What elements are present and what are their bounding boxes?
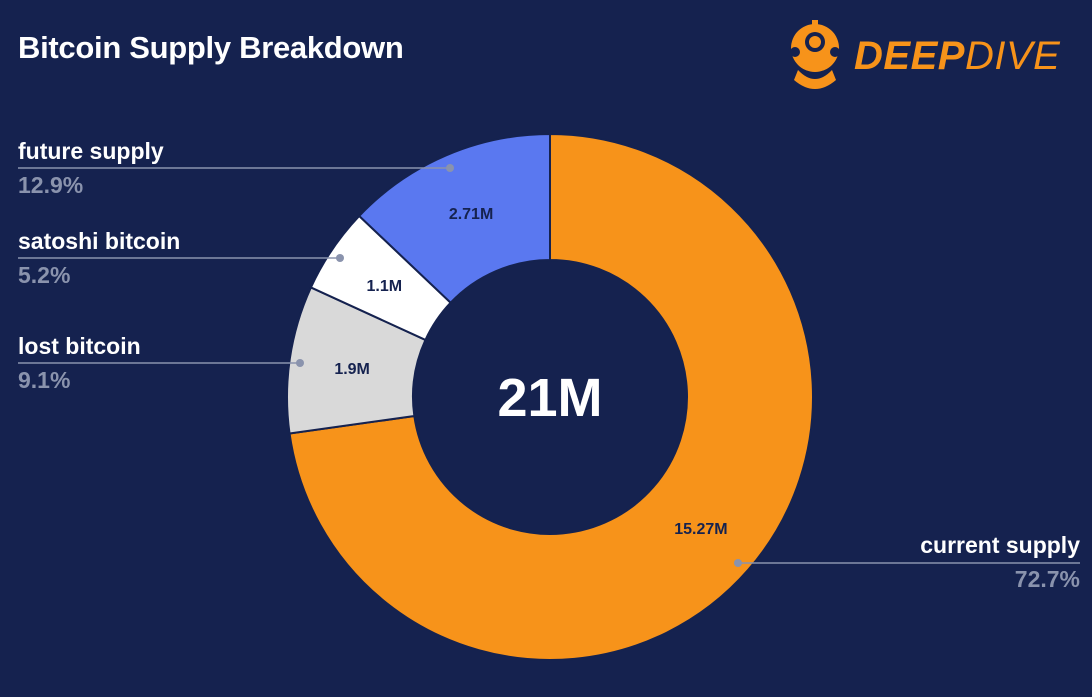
logo-word-dive: DIVE bbox=[964, 34, 1061, 78]
legend-label-current-supply: current supply bbox=[920, 532, 1080, 558]
diver-helmet-icon bbox=[790, 20, 840, 89]
value-label-future-supply: 2.71M bbox=[449, 206, 493, 223]
leader-dot-lost-bitcoin bbox=[296, 359, 304, 367]
value-label-current-supply: 15.27M bbox=[674, 521, 727, 538]
center-total-label: 21M bbox=[497, 368, 602, 428]
leader-dot-satoshi-bitcoin bbox=[336, 254, 344, 262]
value-label-lost-bitcoin: 1.9M bbox=[334, 361, 370, 378]
legend-label-satoshi-bitcoin: satoshi bitcoin bbox=[18, 228, 181, 254]
legend-percent-current-supply: 72.7% bbox=[1014, 566, 1080, 592]
logo-wordmark: DEEPDIVE bbox=[854, 34, 1060, 79]
legend-label-lost-bitcoin: lost bitcoin bbox=[18, 333, 141, 359]
legend-percent-lost-bitcoin: 9.1% bbox=[18, 367, 71, 393]
slice-current-supply bbox=[288, 132, 814, 661]
legend-percent-future-supply: 12.9% bbox=[18, 172, 84, 198]
chart-title: Bitcoin Supply Breakdown bbox=[18, 30, 404, 65]
deepdive-logo: DEEPDIVE bbox=[782, 18, 1082, 96]
legend-percent-satoshi-bitcoin: 5.2% bbox=[18, 262, 71, 288]
legend-label-future-supply: future supply bbox=[18, 138, 164, 164]
leader-dot-future-supply bbox=[446, 164, 454, 172]
leader-dot-current-supply bbox=[734, 559, 742, 567]
logo-word-deep: DEEP bbox=[854, 34, 965, 78]
slice-future-supply bbox=[357, 132, 551, 305]
value-label-satoshi-bitcoin: 1.1M bbox=[367, 278, 403, 295]
